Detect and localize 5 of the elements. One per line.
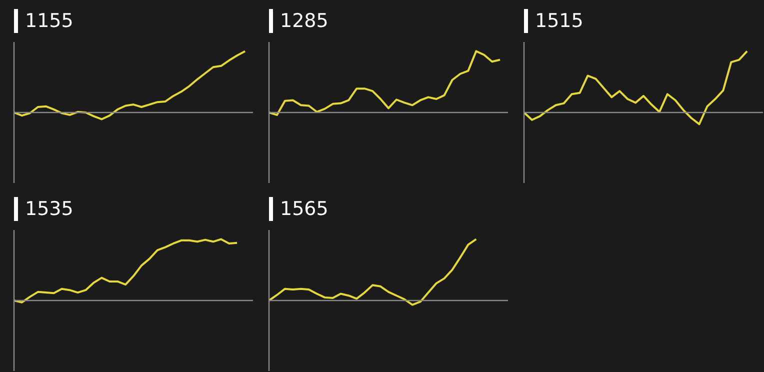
chart-title: 1565 (269, 197, 328, 221)
chart-title: 1155 (14, 9, 74, 33)
chart-title: 1285 (269, 9, 328, 33)
chart-title: 1515 (524, 9, 584, 33)
chart-title: 1535 (14, 197, 74, 221)
